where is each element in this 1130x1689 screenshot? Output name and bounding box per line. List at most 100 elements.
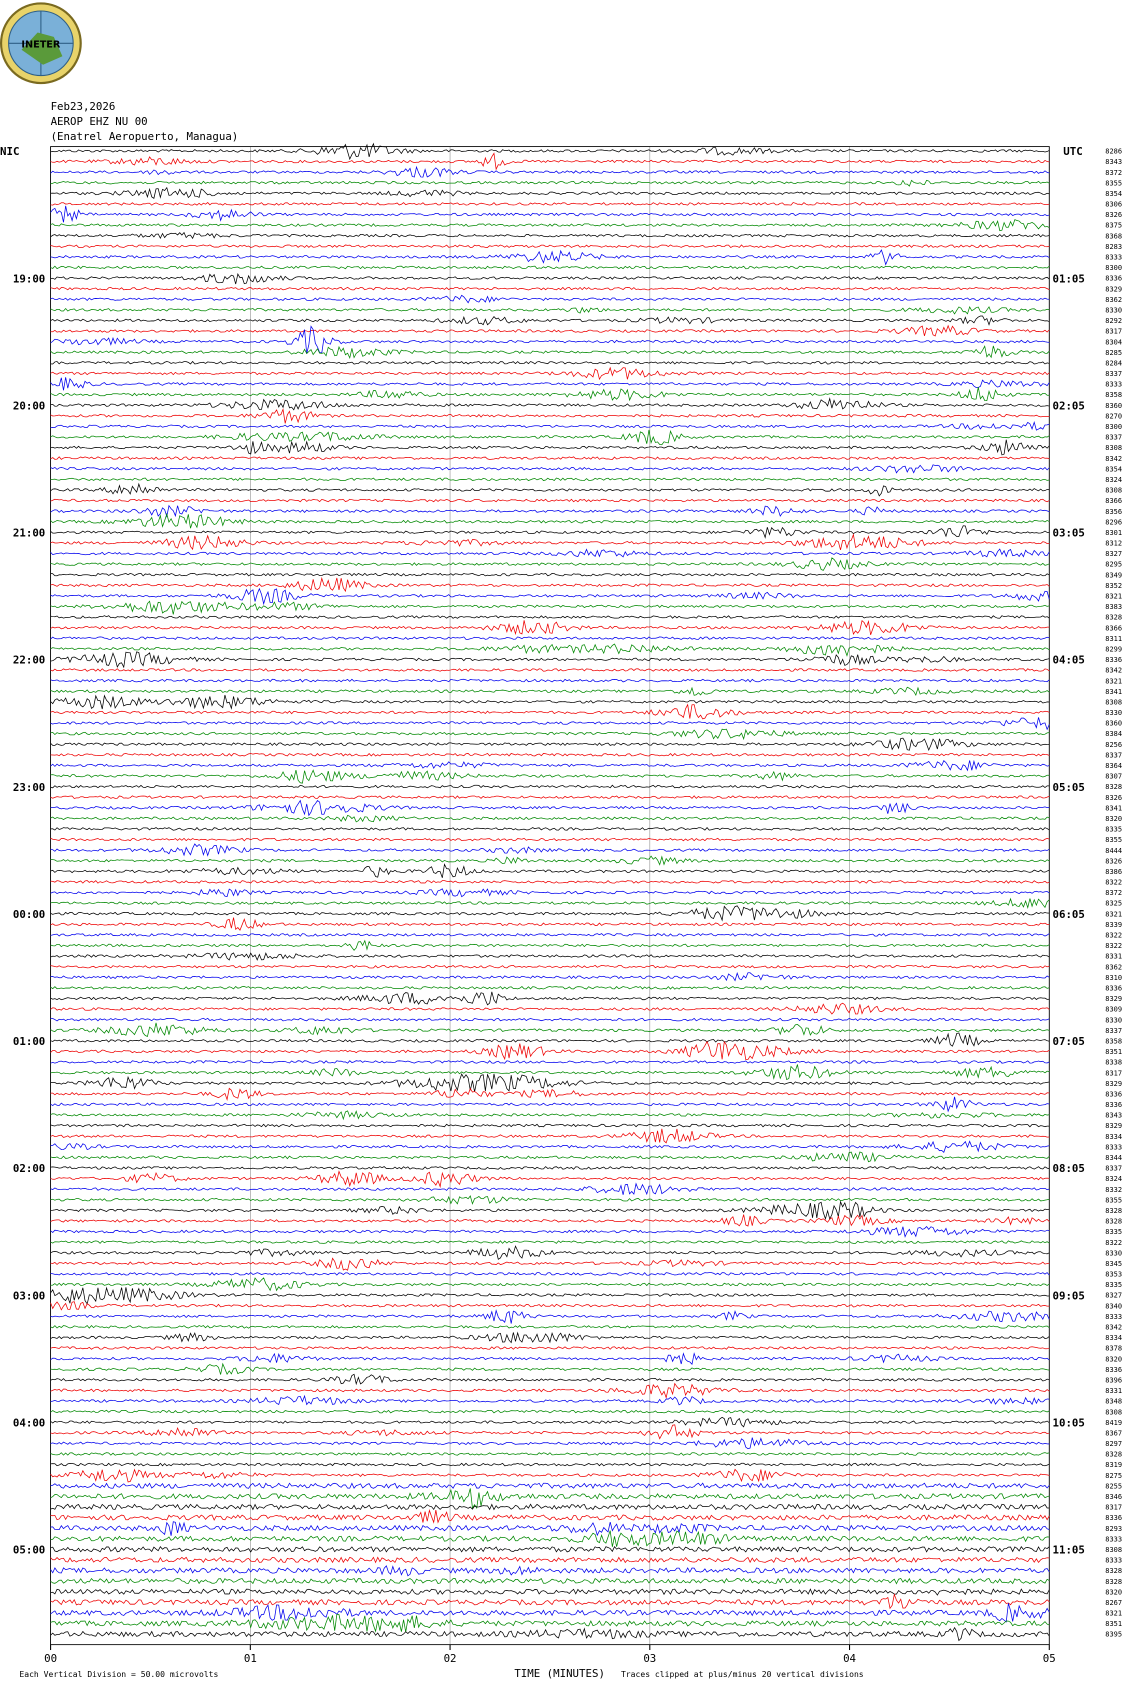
right-hour: 03:05 [1053,527,1085,540]
trace-label: 8333 [1105,1313,1122,1321]
trace-label: 8309 [1105,1006,1122,1014]
trace-label: 8321 [1105,910,1122,918]
trace [50,1530,1050,1547]
trace-label: 8351 [1105,1048,1122,1056]
trace-label: 8321 [1105,1610,1122,1618]
trace [50,482,1050,497]
trace [50,315,1050,326]
trace [50,1123,1050,1128]
trace-label: 8355 [1105,836,1122,844]
trace [50,814,1050,823]
trace [50,668,1050,672]
trace-label: 8354 [1105,190,1122,198]
trace [50,1166,1050,1170]
trace [50,737,1050,752]
trace [50,986,1050,990]
trace-label: 8330 [1105,306,1122,314]
x-tick-label: 02 [444,1652,457,1665]
trace [50,1087,1050,1101]
trace [50,972,1050,982]
trace [50,504,1050,518]
trace-label: 8444 [1105,847,1122,855]
trace-label: 8336 [1105,656,1122,664]
trace-label: 8337 [1105,751,1122,759]
left-hour: 19:00 [13,272,45,285]
trace-label: 8353 [1105,1271,1122,1279]
trace-label: 8307 [1105,773,1122,781]
trace [50,244,1050,249]
left-hour: 21:00 [13,527,45,540]
trace [50,1613,1050,1633]
trace [50,759,1050,772]
trace-label: 8324 [1105,1175,1122,1183]
trace-label: 8267 [1105,1599,1122,1607]
trace [50,1521,1050,1537]
trace [50,694,1050,710]
left-zone: NIC [0,145,19,158]
scale-note: Each Vertical Division = 50.00 microvolt… [19,1670,218,1679]
right-hour: 09:05 [1053,1289,1085,1302]
trace [50,1626,1050,1642]
location: (Enatrel Aeropuerto, Managua) [51,130,239,143]
plot-frame [50,146,1050,1646]
trace-label: 8328 [1105,1451,1122,1459]
trace-label: 8328 [1105,1567,1122,1575]
trace-label: 8301 [1105,529,1122,537]
trace-label: 8336 [1105,985,1122,993]
right-hour: 02:05 [1053,399,1085,412]
trace [50,1373,1050,1386]
trace [50,386,1050,402]
trace-label: 8360 [1105,402,1122,410]
trace-label: 8372 [1105,169,1122,177]
trace-label: 8300 [1105,264,1122,272]
trace-label: 8322 [1105,942,1122,950]
trace [50,1331,1050,1344]
trace [50,1545,1050,1553]
trace [50,152,1050,171]
logo: INETER [0,2,82,85]
trace-label: 8321 [1105,593,1122,601]
trace [50,397,1050,411]
trace-label: 8329 [1105,285,1122,293]
trace-label: 8308 [1105,1546,1122,1554]
trace [50,576,1050,593]
trace [50,952,1050,961]
trace [50,651,1050,669]
trace [50,498,1050,503]
trace [50,843,1050,857]
trace [50,1110,1050,1121]
trace [50,1286,1050,1305]
right-hour: 04:05 [1053,654,1085,667]
trace-label: 8336 [1105,1090,1122,1098]
trace [50,464,1050,474]
trace [50,1240,1050,1244]
trace-label: 8343 [1105,1112,1122,1120]
trace [50,377,1050,391]
trace-label: 8286 [1105,148,1122,156]
trace-label: 8321 [1105,677,1122,685]
trace [50,991,1050,1006]
trace-label: 8341 [1105,804,1122,812]
trace [50,557,1050,571]
trace [50,1257,1050,1271]
left-hour: 22:00 [13,654,45,667]
trace-label: 8283 [1105,243,1122,251]
trace-label: 8338 [1105,1059,1122,1067]
trace [50,1462,1050,1467]
trace-label: 8366 [1105,624,1122,632]
trace-label: 8327 [1105,550,1122,558]
trace-label: 8342 [1105,1324,1122,1332]
trace-label: 8395 [1105,1631,1122,1639]
trace-label: 8339 [1105,921,1122,929]
trace-label: 8372 [1105,889,1122,897]
trace-label: 8367 [1105,1429,1122,1437]
trace-label: 8308 [1105,444,1122,452]
trace [50,345,1050,360]
trace-label: 8346 [1105,1493,1122,1501]
trace [50,408,1050,424]
trace-label: 8336 [1105,1514,1122,1522]
trace [50,1140,1050,1153]
trace [50,429,1050,446]
right-hour: 11:05 [1053,1544,1085,1557]
trace-label: 8325 [1105,900,1122,908]
